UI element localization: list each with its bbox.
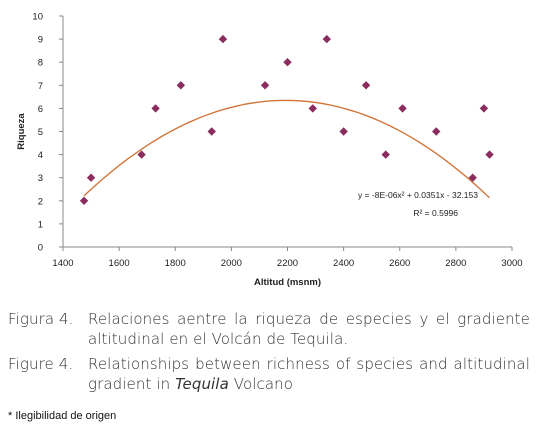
data-point <box>468 173 477 182</box>
caption-en-label: Figure 4. <box>8 355 74 373</box>
x-tick-label: 1400 <box>52 258 73 269</box>
y-tick-label: 4 <box>38 150 43 161</box>
x-tick-label: 1800 <box>165 258 186 269</box>
data-point <box>260 81 270 90</box>
caption-es-text: Relaciones aentre la riqueza de especies… <box>88 310 530 348</box>
x-tick-label: 2800 <box>445 258 466 269</box>
footnote: * Ilegibilidad de origen <box>8 410 117 422</box>
data-point <box>283 58 292 67</box>
y-axis-title: Riqueza <box>16 113 27 150</box>
y-tick-label: 9 <box>38 35 43 46</box>
data-point <box>151 104 160 113</box>
y-tick-label: 0 <box>38 243 43 254</box>
data-point <box>361 81 371 90</box>
y-tick-label: 2 <box>38 196 43 207</box>
data-point <box>308 104 317 113</box>
data-point <box>479 104 489 113</box>
data-point <box>322 34 331 44</box>
scatter-chart: 0 1 2 3 4 5 6 7 8 9 10 1400 1600 1800 2000 2200 2400 2600… <box>16 12 523 289</box>
y-tick-label: 10 <box>32 12 43 23</box>
caption-en-text: Relationships between richness of specie… <box>88 354 530 394</box>
data-point <box>218 34 228 44</box>
caption-english: Figure 4. Relationships between richness… <box>8 354 530 394</box>
caption-en-italic: Tequila <box>175 375 229 393</box>
y-tick-label: 5 <box>38 127 43 138</box>
data-point <box>432 127 441 136</box>
trendline <box>83 99 490 199</box>
data-point <box>398 104 407 113</box>
trendline-r-squared: R² = 0.5996 <box>413 208 458 218</box>
data-point <box>339 127 348 136</box>
data-point <box>381 150 390 159</box>
caption-en-text-after: Volcano <box>228 375 294 393</box>
data-point <box>137 150 146 159</box>
x-tick-label: 1600 <box>109 258 130 269</box>
x-tick-label: 3000 <box>501 258 522 269</box>
data-point <box>86 173 96 182</box>
data-point <box>207 127 216 136</box>
x-tick-label: 2400 <box>333 258 354 269</box>
x-tick-label: 2000 <box>221 258 242 269</box>
caption-en-text-before: Relationships between richness of specie… <box>88 355 530 393</box>
y-tick-label: 8 <box>38 58 43 69</box>
y-tick-label: 7 <box>38 81 43 92</box>
caption-spanish: Figura 4. Relaciones aentre la riqueza d… <box>8 309 530 349</box>
y-tick-label: 3 <box>38 173 43 184</box>
data-point <box>79 196 89 205</box>
chart-container: 0 1 2 3 4 5 6 7 8 9 10 1400 1600 1800 2000 2200 2400 2600… <box>16 12 523 289</box>
trendline-equation: y = -8E-06x² + 0.0351x - 32.153 <box>358 190 478 200</box>
data-point <box>176 81 186 90</box>
x-tick-label: 2200 <box>277 258 298 269</box>
x-axis-title: Altitud (msnm) <box>254 277 321 288</box>
y-tick-label: 1 <box>38 219 43 230</box>
y-tick-label: 6 <box>38 104 43 115</box>
caption-es-label: Figura 4. <box>8 310 74 328</box>
data-point <box>485 150 494 159</box>
x-tick-label: 2600 <box>389 258 410 269</box>
